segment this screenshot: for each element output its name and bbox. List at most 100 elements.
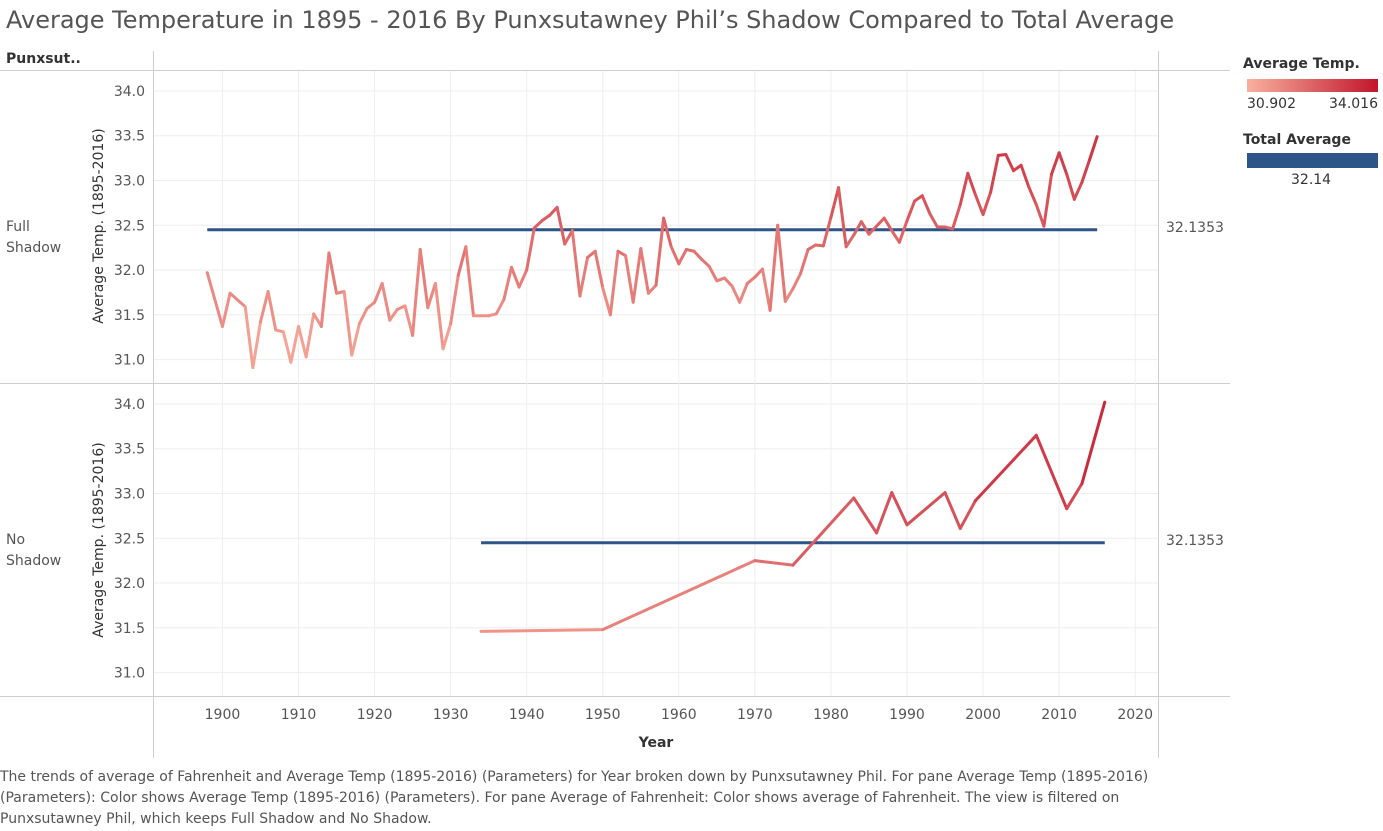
series-segment[interactable] [943, 491, 962, 530]
series-segment[interactable] [1065, 172, 1076, 201]
series-segment[interactable] [228, 291, 247, 309]
series-segment[interactable] [548, 205, 559, 217]
series-segment[interactable] [776, 223, 787, 303]
series-segment[interactable] [875, 491, 894, 535]
series-segment[interactable] [760, 267, 772, 312]
series-segment[interactable] [1019, 163, 1031, 189]
series-segment[interactable] [373, 281, 384, 304]
series-segment[interactable] [578, 255, 590, 298]
series-segment[interactable] [768, 223, 780, 312]
series-segment[interactable] [494, 298, 506, 316]
series-segment[interactable] [509, 265, 521, 289]
series-segment[interactable] [1057, 151, 1069, 176]
series-segment[interactable] [555, 205, 567, 246]
series-segment[interactable] [829, 186, 841, 219]
series-segment[interactable] [791, 272, 803, 291]
series-segment[interactable] [532, 219, 544, 230]
series-segment[interactable] [730, 284, 742, 304]
series-segment[interactable] [281, 330, 293, 364]
series-segment[interactable] [662, 216, 673, 249]
color-legend-title[interactable]: Average Temp. [1243, 56, 1360, 72]
series-segment[interactable] [441, 322, 453, 351]
series-segment[interactable] [357, 307, 369, 326]
series-segment[interactable] [601, 559, 757, 632]
series-segment[interactable] [799, 247, 810, 276]
series-segment[interactable] [540, 213, 552, 223]
series-segment[interactable] [882, 216, 894, 233]
series-segment[interactable] [973, 193, 985, 217]
series-segment[interactable] [844, 233, 856, 249]
series-segment[interactable] [624, 254, 635, 304]
series-segment[interactable] [966, 171, 977, 197]
series-segment[interactable] [304, 312, 316, 359]
series-segment[interactable] [517, 268, 529, 289]
series-segment[interactable] [1050, 151, 1061, 176]
series-segment[interactable] [867, 224, 879, 236]
series-segment[interactable] [852, 496, 879, 535]
series-segment[interactable] [570, 229, 582, 298]
series-segment[interactable] [821, 215, 833, 248]
series-segment[interactable] [859, 220, 871, 236]
series-segment[interactable] [890, 229, 901, 244]
series-segment[interactable] [266, 290, 278, 332]
series-segment[interactable] [905, 491, 947, 527]
series-segment[interactable] [411, 247, 422, 337]
series-segment[interactable] [1034, 203, 1046, 228]
series-segment[interactable] [1042, 172, 1054, 228]
series-segment[interactable] [1027, 185, 1038, 207]
series-segment[interactable] [1080, 400, 1107, 486]
series-segment[interactable] [958, 171, 970, 207]
series-segment[interactable] [220, 291, 232, 328]
series-segment[interactable] [897, 219, 909, 244]
series-segment[interactable] [1088, 135, 1099, 162]
series-segment[interactable] [426, 281, 437, 310]
total-average-legend-title[interactable]: Total Average [1243, 132, 1351, 148]
series-segment[interactable] [205, 271, 224, 328]
series-segment[interactable] [905, 199, 917, 223]
row-header[interactable]: Punxsut.. [6, 51, 81, 67]
series-segment[interactable] [243, 305, 255, 370]
series-segment[interactable] [319, 251, 331, 328]
series-segment[interactable] [837, 186, 848, 249]
series-segment[interactable] [365, 300, 377, 311]
series-segment[interactable] [913, 194, 924, 203]
series-segment[interactable] [981, 190, 993, 217]
series-segment[interactable] [791, 496, 856, 567]
series-segment[interactable] [753, 559, 795, 567]
series-segment[interactable] [1072, 180, 1084, 201]
series-segment[interactable] [745, 275, 757, 285]
series-segment[interactable] [973, 433, 1038, 503]
series-segment[interactable] [669, 245, 681, 266]
series-segment[interactable] [403, 304, 415, 337]
series-segment[interactable] [608, 249, 620, 317]
series-segment[interactable] [1065, 482, 1084, 511]
series-segment[interactable] [479, 628, 605, 633]
series-segment[interactable] [738, 281, 749, 304]
series-segment[interactable] [502, 265, 513, 302]
series-segment[interactable] [692, 249, 704, 261]
series-segment[interactable] [722, 276, 734, 288]
series-segment[interactable] [989, 153, 1000, 194]
series-segment[interactable] [875, 216, 886, 228]
series-segment[interactable] [350, 322, 361, 357]
series-segment[interactable] [327, 251, 339, 295]
series-segment[interactable] [1080, 158, 1092, 184]
series-segment[interactable] [342, 290, 354, 357]
series-segment[interactable] [258, 290, 270, 324]
series-segment[interactable] [449, 273, 460, 326]
series-segment[interactable] [251, 320, 262, 370]
series-segment[interactable] [563, 229, 574, 246]
series-segment[interactable] [289, 324, 301, 364]
series-segment[interactable] [418, 247, 430, 310]
series-segment[interactable] [852, 220, 863, 237]
series-segment[interactable] [525, 226, 536, 272]
series-segment[interactable] [631, 247, 643, 304]
series-segment[interactable] [928, 212, 939, 229]
series-segment[interactable] [958, 499, 977, 530]
series-segment[interactable] [700, 257, 711, 268]
series-segment[interactable] [456, 245, 468, 277]
series-segment[interactable] [677, 247, 688, 266]
series-segment[interactable] [890, 491, 909, 527]
series-segment[interactable] [920, 194, 932, 216]
series-segment[interactable] [783, 287, 795, 303]
